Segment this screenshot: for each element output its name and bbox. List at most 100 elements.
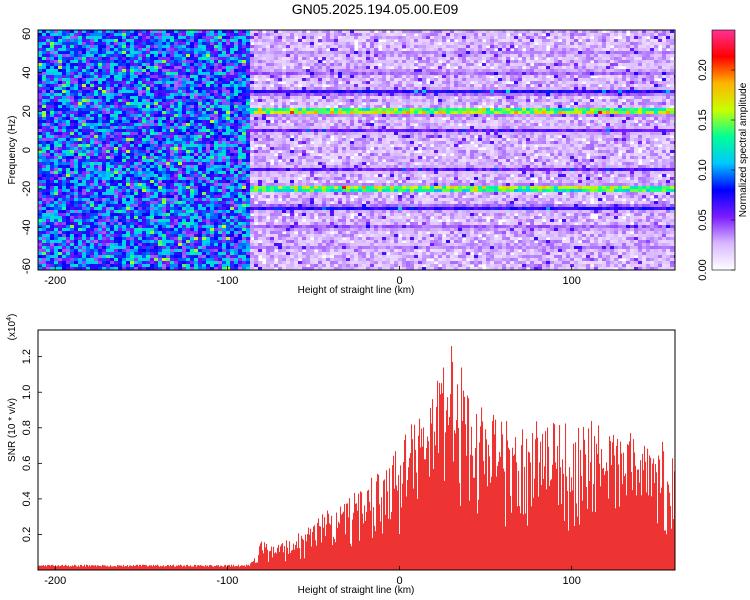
spectrogram-cell (254, 108, 259, 112)
spectrogram-cell (54, 243, 59, 247)
spectrogram-cell (42, 192, 47, 196)
spectrogram-cell (278, 213, 283, 217)
spectrogram-cell (66, 147, 71, 151)
spectrogram-cell (86, 105, 91, 109)
spectrogram-cell (246, 240, 251, 244)
spectrogram-cell (58, 60, 63, 64)
spectrogram-cell (282, 129, 287, 133)
spectrogram-cell (258, 216, 263, 220)
spectrogram-cell (270, 261, 275, 265)
spectrogram-cell (150, 240, 155, 244)
spectrogram-cell (106, 99, 111, 103)
spectrogram-cell (98, 135, 103, 139)
spectrogram-cell (138, 60, 143, 64)
spectrogram-cell (250, 207, 255, 211)
spectrogram-cell (154, 87, 159, 91)
spectrogram-cell (70, 258, 75, 262)
spectrogram-cell (46, 156, 51, 160)
spectrogram-cell (90, 78, 95, 82)
spectrogram-cell (198, 33, 203, 37)
spectrogram-cell (46, 54, 51, 58)
spectrogram-cell (102, 225, 107, 229)
spectrogram-cell (278, 129, 283, 133)
spectrogram-cell (122, 183, 127, 187)
spectrogram-cell (146, 171, 151, 175)
spectrogram-cell (186, 141, 191, 145)
spectrogram-cell (58, 45, 63, 49)
spectrogram-cell (214, 231, 219, 235)
spectrogram-cell (134, 225, 139, 229)
spectrogram-cell (238, 36, 243, 40)
spectrogram-cell (146, 39, 151, 43)
spectrogram-cell (182, 102, 187, 106)
spectrogram-cell (286, 219, 291, 223)
spectrogram-cell (286, 183, 291, 187)
spectrogram-cell (66, 141, 71, 145)
spectrogram-cell (286, 75, 291, 79)
spectrogram-cell (130, 168, 135, 172)
spectrogram-cell (206, 141, 211, 145)
spectrogram-cell (210, 156, 215, 160)
spectrogram-cell (222, 105, 227, 109)
spectrogram-cell (166, 132, 171, 136)
spectrogram-cell (278, 63, 283, 67)
spectrogram-cell (214, 135, 219, 139)
spectrogram-cell (114, 87, 119, 91)
spectrogram-cell (50, 45, 55, 49)
spectrogram-cell (70, 45, 75, 49)
spectrogram-cell (202, 192, 207, 196)
spectrogram-cell (138, 33, 143, 37)
spectrogram-cell (218, 165, 223, 169)
spectrogram-cell (150, 81, 155, 85)
spectrogram-cell (146, 165, 151, 169)
spectrogram-cell (162, 81, 167, 85)
spectrogram-cell (202, 234, 207, 238)
spectrogram-cell (194, 129, 199, 133)
spectrogram-cell (70, 129, 75, 133)
spectrogram-cell (58, 135, 63, 139)
spectrogram-cell (270, 156, 275, 160)
spectrogram-cell (258, 201, 263, 205)
spectrogram-cell (210, 201, 215, 205)
spectrogram-cell (262, 60, 267, 64)
spectrogram-cell (194, 60, 199, 64)
spectrogram-cell (90, 249, 95, 253)
spectrogram-cell (150, 195, 155, 199)
spectrogram-cell (106, 33, 111, 37)
spectrogram-cell (254, 258, 259, 262)
spectrogram-cell (170, 177, 175, 181)
spectrogram-cell (178, 96, 183, 100)
spectrogram-cell (174, 255, 179, 259)
spectrogram-cell (158, 243, 163, 247)
spectrogram-cell (282, 192, 287, 196)
spectrogram-cell (210, 219, 215, 223)
spectrogram-cell (158, 93, 163, 97)
spectrogram-cell (142, 81, 147, 85)
spectrogram-cell (282, 42, 287, 46)
spectrogram-cell (250, 252, 255, 256)
spectrogram-cell (106, 174, 111, 178)
spectrogram-cell (214, 57, 219, 61)
spectrogram-cell (242, 135, 247, 139)
spectrogram-cell (214, 111, 219, 115)
spectrogram-cell (110, 42, 115, 46)
spectrogram-cell (250, 228, 255, 232)
spectrogram-cell (262, 96, 267, 100)
spectrogram-cell (50, 246, 55, 250)
spectrogram-cell (158, 213, 163, 217)
spectrogram-cell (270, 51, 275, 55)
spectrogram-cell (142, 261, 147, 265)
spectrogram-cell (46, 141, 51, 145)
spectrogram-cell (222, 123, 227, 127)
spectrogram-cell (94, 48, 99, 52)
spectrogram-cell (266, 240, 271, 244)
spectrogram-cell (110, 93, 115, 97)
spectrogram-cell (254, 87, 259, 91)
spectrogram-cell (62, 153, 67, 157)
spectrogram-cell (234, 171, 239, 175)
spectrogram-cell (158, 84, 163, 88)
spectrogram-cell (238, 51, 243, 55)
spectrogram-cell (122, 240, 127, 244)
spectrogram-cell (262, 123, 267, 127)
spectrogram-cell (262, 183, 267, 187)
